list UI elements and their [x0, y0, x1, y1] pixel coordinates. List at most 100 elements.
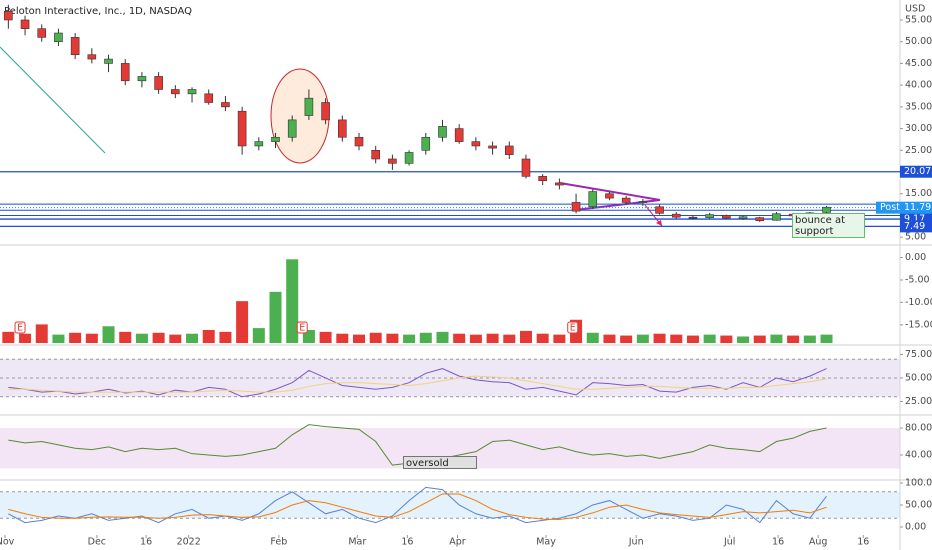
candle-body — [287, 119, 297, 138]
y-tick-label: 40.00 — [905, 450, 932, 461]
x-tick-label: 16 — [772, 537, 784, 548]
y-tick-label: -5.00 — [905, 274, 930, 285]
volume-bar — [586, 332, 599, 343]
candle-body — [120, 63, 130, 82]
volume-bar — [85, 333, 98, 343]
candle-body — [688, 216, 698, 219]
x-tick-label: Jul — [723, 537, 735, 548]
volume-bar — [703, 334, 716, 343]
volume-bar — [52, 334, 65, 343]
level-label: 20.07 — [904, 166, 931, 177]
x-tick-label: 2022 — [177, 537, 201, 548]
y-tick-label: 50.00 — [905, 499, 932, 510]
y-tick-label: 0.00 — [905, 521, 926, 532]
candle-body — [471, 141, 481, 147]
y-tick-label: 100.00 — [905, 477, 932, 488]
volume-bar — [386, 333, 399, 343]
y-tick-label: 25.00 — [905, 396, 932, 407]
x-tick-label: Feb — [270, 537, 287, 548]
candle-body — [722, 215, 731, 219]
volume-bar — [35, 324, 48, 343]
candle-body — [705, 214, 714, 218]
volume-bar — [770, 334, 783, 343]
indicator-line — [8, 375, 827, 393]
candle-body — [621, 197, 631, 203]
volume-bar — [202, 329, 215, 343]
event-label: E — [17, 323, 23, 334]
last-price: 11.79 — [904, 202, 931, 213]
y-tick-label: 55.00 — [905, 14, 932, 25]
x-tick-label: Nov — [0, 537, 15, 548]
x-tick-label: 16 — [140, 537, 152, 548]
arrow-head — [656, 220, 662, 226]
candle-body — [755, 217, 765, 221]
x-tick-label: May — [536, 537, 556, 548]
candle-body — [371, 150, 380, 160]
candle-body — [488, 145, 497, 149]
volume-bar — [820, 334, 833, 343]
x-tick-label: Jun — [628, 537, 644, 548]
y-tick-label: 75.00 — [905, 349, 932, 360]
volume-bar — [152, 332, 165, 343]
candle-body — [588, 191, 598, 208]
candle-body — [171, 89, 180, 95]
highlight-ellipse — [270, 68, 330, 164]
candle-body — [187, 89, 197, 95]
candle-body — [671, 213, 681, 218]
candle-body — [438, 126, 447, 138]
volume-bar — [720, 335, 733, 343]
indicator-line — [8, 493, 827, 521]
volume-bar — [319, 331, 332, 343]
band — [0, 491, 900, 519]
level-tag — [900, 165, 932, 178]
candle-body — [354, 136, 364, 147]
price-box — [900, 201, 932, 214]
volume-bar — [636, 334, 649, 343]
candle-body — [37, 28, 47, 38]
candle-body — [137, 76, 147, 82]
y-tick-label: -10.00 — [905, 297, 932, 308]
volume-bar — [2, 331, 15, 343]
y-tick-label: 50.00 — [905, 372, 932, 383]
level-label: 9.17 — [904, 214, 925, 225]
x-tick-label: Aug — [809, 537, 828, 548]
candle-body — [638, 201, 648, 203]
candle-body — [237, 110, 247, 147]
volume-bar — [603, 334, 616, 343]
candle-body — [738, 216, 748, 219]
y-tick-label: 15.00 — [905, 188, 932, 199]
volume-bar — [286, 259, 299, 343]
candle-body — [822, 206, 831, 213]
candle-body — [254, 141, 264, 147]
volume-bar — [135, 333, 148, 343]
currency: USD — [905, 4, 925, 15]
candle-body — [54, 32, 63, 43]
candle-body — [555, 182, 564, 186]
volume-bar — [503, 334, 516, 343]
x-tick-label: 16 — [857, 537, 869, 548]
volume-bar — [69, 332, 82, 343]
volume-bar — [737, 336, 750, 343]
volume-bar — [486, 333, 499, 343]
candle-body — [454, 128, 464, 142]
candle-body — [104, 58, 113, 64]
y-tick-label: 45.00 — [905, 58, 932, 69]
event-box — [296, 321, 308, 334]
y-tick-label: 5.00 — [905, 232, 926, 243]
candle-body — [605, 193, 614, 199]
x-tick-label: Apr — [449, 537, 466, 548]
candle-body — [521, 158, 531, 177]
volume-bar — [803, 335, 816, 343]
event-label: E — [570, 323, 576, 334]
y-tick-label: 80.00 — [905, 423, 932, 434]
event-box — [14, 321, 26, 334]
candle-body — [221, 102, 230, 108]
annotation: bounce at support — [792, 213, 865, 238]
volume-bar — [436, 331, 449, 343]
y-tick-label: 50.00 — [905, 36, 932, 47]
tag-box — [876, 201, 900, 214]
candle-body — [321, 102, 330, 121]
candle-body — [772, 213, 781, 221]
level-label: 7.49 — [904, 221, 925, 232]
